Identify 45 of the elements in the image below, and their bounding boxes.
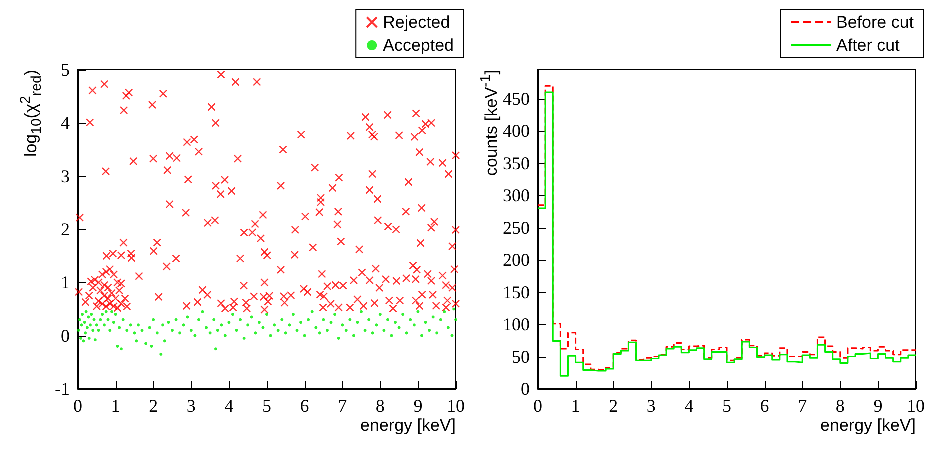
legend-label: Before cut: [836, 13, 914, 32]
x-tick-label: 2: [149, 396, 158, 416]
y-tick-label: 250: [503, 218, 530, 238]
y-tick-label: 300: [503, 186, 530, 206]
y-tick-label: 350: [503, 153, 530, 174]
x-tick-label: 6: [300, 396, 310, 416]
y-tick-label: 150: [503, 282, 530, 302]
legend-label: After cut: [836, 36, 900, 55]
y-tick-label: 450: [503, 89, 530, 109]
x-tick-label: 1: [111, 396, 120, 416]
y-tick-label: 4: [61, 113, 70, 134]
legend-label: Accepted: [383, 36, 454, 55]
x-tick-label: 1: [571, 396, 580, 416]
y-tick-label: 1: [61, 272, 70, 293]
x-tick-label: 8: [836, 396, 845, 416]
y-tick-label: 50: [512, 346, 530, 367]
x-axis-title: energy [keV]: [820, 416, 916, 436]
y-tick-label: 200: [503, 250, 530, 270]
y-tick-label: -1: [55, 379, 70, 399]
x-tick-label: 9: [414, 396, 423, 416]
x-tick-label: 6: [760, 396, 770, 416]
x-tick-label: 5: [262, 396, 272, 416]
x-tick-label: 4: [224, 396, 234, 416]
x-tick-label: 0: [534, 396, 542, 416]
x-tick-label: 7: [338, 396, 348, 416]
y-tick-label: 0: [61, 326, 70, 346]
x-tick-label: 7: [798, 396, 808, 416]
y-tick-label: 2: [61, 220, 70, 240]
x-tick-label: 8: [376, 396, 385, 416]
x-tick-label: 3: [186, 396, 196, 416]
x-tick-label: 10: [447, 396, 465, 416]
y-tick-label: 0: [521, 379, 530, 399]
y-tick-label: 100: [503, 314, 530, 335]
y-tick-label: 400: [503, 121, 530, 142]
y-tick-label: 3: [61, 166, 70, 186]
legend-label: Rejected: [383, 13, 450, 32]
x-axis-title: energy [keV]: [360, 416, 456, 436]
x-tick-label: 9: [874, 396, 883, 416]
x-tick-label: 10: [907, 396, 925, 416]
x-tick-label: 4: [684, 396, 694, 416]
x-tick-label: 2: [609, 396, 618, 416]
y-tick-label: 5: [61, 60, 70, 80]
x-tick-label: 3: [646, 396, 656, 416]
x-tick-label: 5: [722, 396, 732, 416]
x-tick-label: 0: [74, 396, 82, 416]
